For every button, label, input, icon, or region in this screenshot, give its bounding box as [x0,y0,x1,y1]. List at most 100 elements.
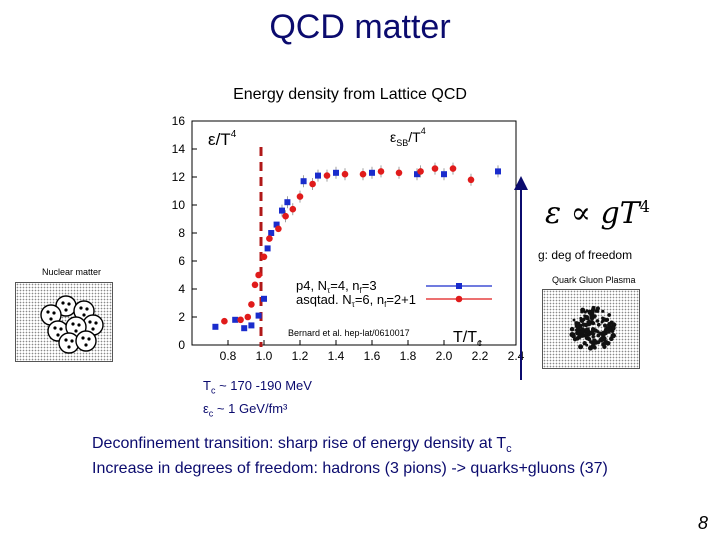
x-tick-label: 1.8 [400,349,417,363]
quark-gluon-particle [602,344,607,349]
quark-gluon-particle [569,326,575,332]
data-points [212,162,501,332]
nuclear-matter-illustration [15,282,113,362]
quark-gluon-particle [596,322,601,327]
qgp-label: Quark Gluon Plasma [552,275,636,285]
quark-gluon-particle [593,341,597,344]
quark-gluon-particle [580,332,585,338]
quark-gluon-particle [572,337,578,342]
data-point-p4 [255,312,262,319]
quark-gluon-particle [605,317,610,322]
legend-marker-p4 [456,283,462,289]
quark-gluon-particle [596,333,600,338]
data-point-p4 [264,245,271,252]
data-point-asqtad [449,165,457,172]
y-tick-label: 10 [172,198,186,212]
ec-value-line: εc ~ 1 GeV/fm³ [203,400,288,419]
data-point-p4 [284,199,291,206]
quark-gluon-particle [589,340,593,344]
y-axis-label: ε/T4 [208,129,237,149]
data-point-asqtad [341,170,349,178]
data-point-asqtad [275,225,282,233]
data-point-p4 [441,171,447,178]
data-point-p4 [369,169,375,176]
data-point-p4 [315,172,321,179]
quark-cloud-drawing [569,305,617,351]
nuclear-matter-label: Nuclear matter [42,267,102,277]
data-point-p4 [261,295,267,302]
data-point-asqtad [289,205,297,213]
quark-gluon-particle [584,315,590,320]
quark-gluon-particle [572,318,576,322]
quark-gluon-particle [603,340,609,345]
legend: p4, Nτ=4, nf=3 asqtad. Nτ=6, nf=2+1 [296,278,492,309]
chart-title: Energy density from Lattice QCD [233,86,467,103]
data-point-p4 [279,207,285,214]
summary-line-1: Deconfinement transition: sharp rise of … [92,435,512,456]
y-tick-label: 14 [172,142,186,156]
quark-gluon-particle [574,323,580,329]
quark-gluon-particle [587,319,591,323]
quark-gluon-particle [591,334,595,339]
data-point-asqtad [395,169,403,177]
sb-limit-label: εSB/T4 [390,126,426,148]
nucleons-drawing [40,295,104,354]
tc-value-line: Tc ~ 170 -190 MeV [203,378,312,396]
slide-title: QCD matter [269,8,451,46]
quark-gluon-particle [579,329,585,334]
data-point-p4 [268,230,275,236]
data-point-asqtad [309,180,316,188]
y-tick-label: 4 [178,282,185,296]
x-tick-label: 0.8 [220,349,237,363]
data-point-asqtad [260,253,268,261]
data-point-asqtad [296,193,304,200]
data-point-asqtad [323,172,331,179]
y-tick-label: 12 [172,170,186,184]
quark-gluon-particle [603,323,607,328]
quark-gluon-particle [581,322,586,327]
quark-gluon-particle [575,330,581,336]
data-point-asqtad [255,271,262,279]
data-point-p4 [300,178,307,185]
quark-gluon-particle [576,327,581,332]
x-tick-label: 1.2 [292,349,309,363]
legend-entry-asqtad: asqtad. Nτ=6, nf=2+1 [296,292,416,309]
data-point-asqtad [237,316,244,324]
data-point-asqtad [244,313,252,321]
data-point-p4 [248,322,255,329]
data-point-p4 [212,323,219,330]
quark-gluon-particle [601,309,605,313]
quark-gluon-particle [591,305,596,310]
x-tick-label: 1.0 [256,349,273,363]
quark-gluon-particle [579,316,583,320]
quark-gluon-particle [591,321,596,326]
page-number: 8 [697,513,708,533]
y-tick-label: 6 [178,254,185,268]
quark-gluon-particle [595,319,600,323]
degrees-of-freedom-label: g: deg of freedom [538,248,633,262]
quark-gluon-particle [610,329,615,333]
quark-gluon-particle [610,332,616,339]
arrow-head [514,176,528,190]
quark-gluon-particle [590,344,595,349]
y-tick-label: 2 [178,310,185,324]
data-point-asqtad [417,168,424,175]
data-point-p4 [241,325,248,332]
x-tick-label: 2.2 [472,349,489,363]
x-axis-label: T/Tc [453,329,482,349]
quark-gluon-particle [590,310,595,316]
quark-gluon-particle [601,330,606,335]
quark-gluon-particle [609,337,614,341]
plot-frame [191,120,517,346]
data-point-asqtad [359,170,367,178]
quark-gluon-particle [607,322,611,326]
x-tick-label: 1.4 [328,349,345,363]
legend-marker-asqtad [455,295,463,303]
increase-arrow [514,176,528,380]
qgp-illustration [542,289,640,369]
quark-gluon-particle [585,309,589,313]
quark-gluon-particle [591,327,595,332]
quark-gluon-particle [594,309,599,313]
quark-gluon-particle [578,344,584,350]
